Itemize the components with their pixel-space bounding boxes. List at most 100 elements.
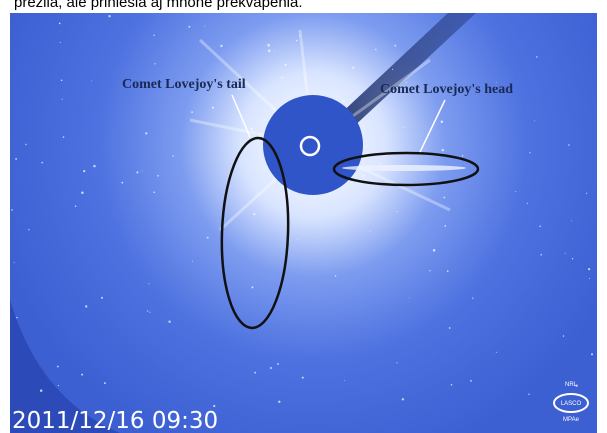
star	[213, 405, 215, 407]
star	[149, 312, 150, 313]
star	[536, 56, 538, 58]
star	[168, 321, 170, 323]
star	[588, 268, 590, 270]
star	[565, 253, 566, 254]
star	[402, 398, 404, 400]
star	[14, 262, 15, 263]
star	[394, 45, 396, 47]
star	[277, 363, 279, 365]
comet-head	[342, 165, 466, 171]
star	[586, 193, 587, 194]
star	[153, 35, 154, 36]
star	[344, 380, 345, 381]
star	[93, 165, 95, 167]
star	[409, 297, 410, 298]
star	[343, 100, 345, 102]
star	[83, 170, 85, 172]
star	[462, 155, 463, 156]
star	[429, 270, 430, 271]
star	[352, 67, 354, 69]
star	[212, 107, 214, 109]
star	[28, 229, 29, 230]
star	[568, 144, 570, 146]
star	[192, 261, 193, 262]
star	[220, 45, 222, 47]
star	[370, 231, 371, 232]
star	[25, 144, 26, 145]
star	[172, 155, 173, 156]
star	[534, 120, 535, 121]
star	[121, 182, 123, 184]
star	[451, 384, 453, 386]
star	[281, 77, 283, 79]
star	[85, 305, 87, 307]
star	[441, 120, 444, 123]
star	[527, 203, 528, 204]
star	[472, 297, 473, 298]
star	[104, 382, 106, 384]
star	[297, 239, 298, 240]
star	[442, 149, 444, 151]
star	[447, 270, 449, 272]
timestamp: 2011/12/16 09:30	[12, 408, 218, 433]
star	[338, 209, 339, 210]
occulter-disk	[263, 95, 363, 195]
star	[147, 310, 148, 311]
star	[253, 213, 255, 215]
star	[396, 362, 397, 363]
star	[515, 191, 516, 192]
star	[207, 237, 209, 239]
star	[403, 127, 404, 128]
star	[254, 372, 256, 374]
star	[41, 162, 43, 164]
star	[63, 136, 65, 138]
star	[153, 191, 155, 193]
star	[40, 389, 43, 392]
star	[11, 209, 13, 211]
star	[302, 377, 304, 379]
star	[444, 225, 446, 227]
star	[61, 79, 63, 81]
star	[15, 158, 17, 160]
star	[57, 366, 59, 368]
logo-center: LASCO	[561, 401, 582, 407]
caption: prežila, ale priniesla aj mnohé prekvape…	[14, 0, 303, 11]
star	[81, 191, 84, 194]
star	[81, 374, 83, 376]
star	[449, 327, 451, 329]
star	[204, 26, 205, 27]
star	[392, 69, 393, 70]
star	[335, 275, 337, 277]
star	[268, 50, 271, 53]
star	[496, 352, 497, 353]
star	[539, 226, 541, 228]
star	[58, 385, 59, 386]
coronagraph-image	[10, 13, 597, 433]
star	[563, 335, 565, 337]
star	[149, 283, 150, 284]
star	[299, 35, 300, 36]
star	[270, 367, 272, 369]
star	[101, 297, 103, 299]
star	[278, 401, 280, 403]
star	[362, 175, 364, 177]
star	[16, 317, 18, 319]
star	[108, 15, 110, 17]
star	[142, 171, 143, 172]
star	[157, 175, 159, 177]
star	[470, 380, 472, 382]
star	[60, 42, 61, 43]
star	[251, 286, 253, 288]
image: prežila, ale priniesla aj mnohé prekvape…	[0, 0, 607, 433]
star	[91, 80, 92, 81]
star	[284, 64, 286, 66]
star	[397, 211, 398, 212]
screenshot: prežila, ale priniesla aj mnohé prekvape…	[0, 0, 607, 433]
star	[191, 111, 193, 113]
star	[267, 44, 270, 47]
tail-label: Comet Lovejoy's tail	[122, 77, 246, 92]
star	[591, 353, 593, 355]
star	[433, 249, 436, 252]
star	[375, 49, 377, 51]
star	[59, 23, 61, 25]
